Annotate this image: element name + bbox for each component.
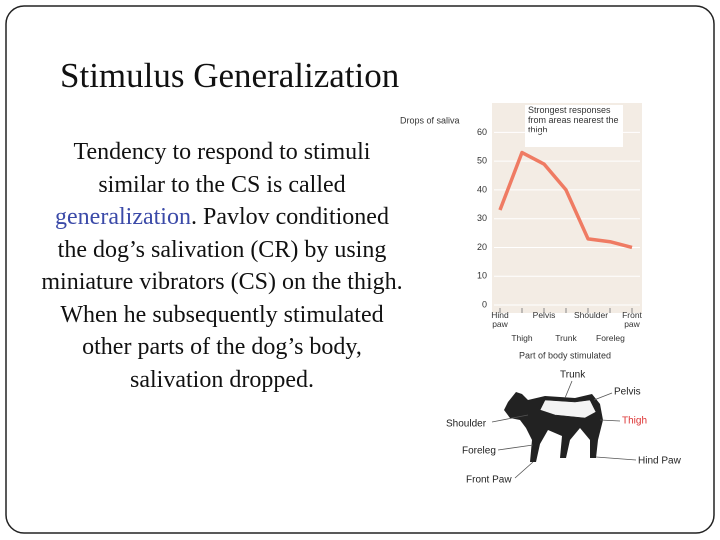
label-shoulder: Shoulder	[446, 419, 487, 430]
label-hind-paw: Hind Paw	[638, 456, 682, 467]
x-tick-label: Shoulder	[574, 311, 609, 320]
y-tick-label: 20	[477, 242, 487, 252]
y-tick-label: 40	[477, 184, 487, 194]
data-line	[498, 150, 633, 250]
annotation: Strongest responses from areas nearest t…	[528, 105, 619, 135]
leader-line	[593, 392, 613, 401]
highlight-term: generalization	[55, 204, 191, 230]
x-tick-label-box: Thigh	[511, 334, 533, 343]
body-text-part: Tendency to respond to stimuli similar t…	[73, 139, 371, 198]
slide-title: Stimulus Generalization	[60, 56, 400, 95]
dog-diagram: Trunk Pelvis Shoulder Thigh Foreleg Hind…	[446, 370, 682, 486]
y-tick-label: 0	[482, 299, 487, 309]
x-tick-label-box: Shoulder	[574, 311, 609, 320]
x-tick-label: Front paw	[622, 311, 642, 329]
chart-title: Drops of saliva	[400, 115, 460, 125]
slide-border	[5, 5, 715, 534]
x-tick-label-box: Hind paw	[491, 311, 509, 329]
x-tick-label-box: Foreleg	[596, 334, 625, 343]
chart: Drops of saliva Strongest responses from…	[400, 103, 642, 360]
x-tick-label-box: Trunk	[555, 334, 577, 343]
leader-lines	[491, 380, 637, 479]
label-foreleg: Foreleg	[462, 446, 496, 457]
x-tick-label-box: Pelvis	[532, 311, 556, 320]
leader-line	[491, 414, 529, 423]
annotation-text: Strongest responses from areas nearest t…	[528, 105, 619, 135]
leader-line	[595, 456, 637, 461]
x-tick-label: Pelvis	[532, 311, 556, 320]
y-tick-label: 60	[477, 127, 487, 137]
x-tick-label: Trunk	[555, 334, 577, 343]
dog-marking	[539, 399, 597, 419]
x-tick-label: Hind paw	[491, 311, 509, 329]
body-text: Tendency to respond to stimuli similar t…	[38, 136, 406, 396]
label-front-paw: Front Paw	[466, 475, 512, 486]
y-tick-label: 30	[477, 213, 487, 223]
annotation-box	[525, 105, 623, 147]
y-tick-label: 10	[477, 271, 487, 281]
y-tick-label: 50	[477, 156, 487, 166]
x-tick-label-box: Front paw	[622, 311, 642, 329]
leader-line	[514, 461, 534, 479]
body-text-part: . Pavlov conditioned the dog’s salivatio…	[41, 204, 403, 393]
label-thigh: Thigh	[622, 416, 647, 427]
x-tick-label: Foreleg	[596, 334, 625, 343]
leader-line	[497, 444, 534, 451]
label-trunk: Trunk	[560, 370, 586, 381]
x-tick-label: Thigh	[511, 334, 533, 343]
leader-line	[564, 380, 573, 399]
x-axis-label: Part of body stimulated	[519, 350, 611, 360]
label-pelvis: Pelvis	[614, 387, 641, 398]
leader-line	[599, 419, 621, 422]
